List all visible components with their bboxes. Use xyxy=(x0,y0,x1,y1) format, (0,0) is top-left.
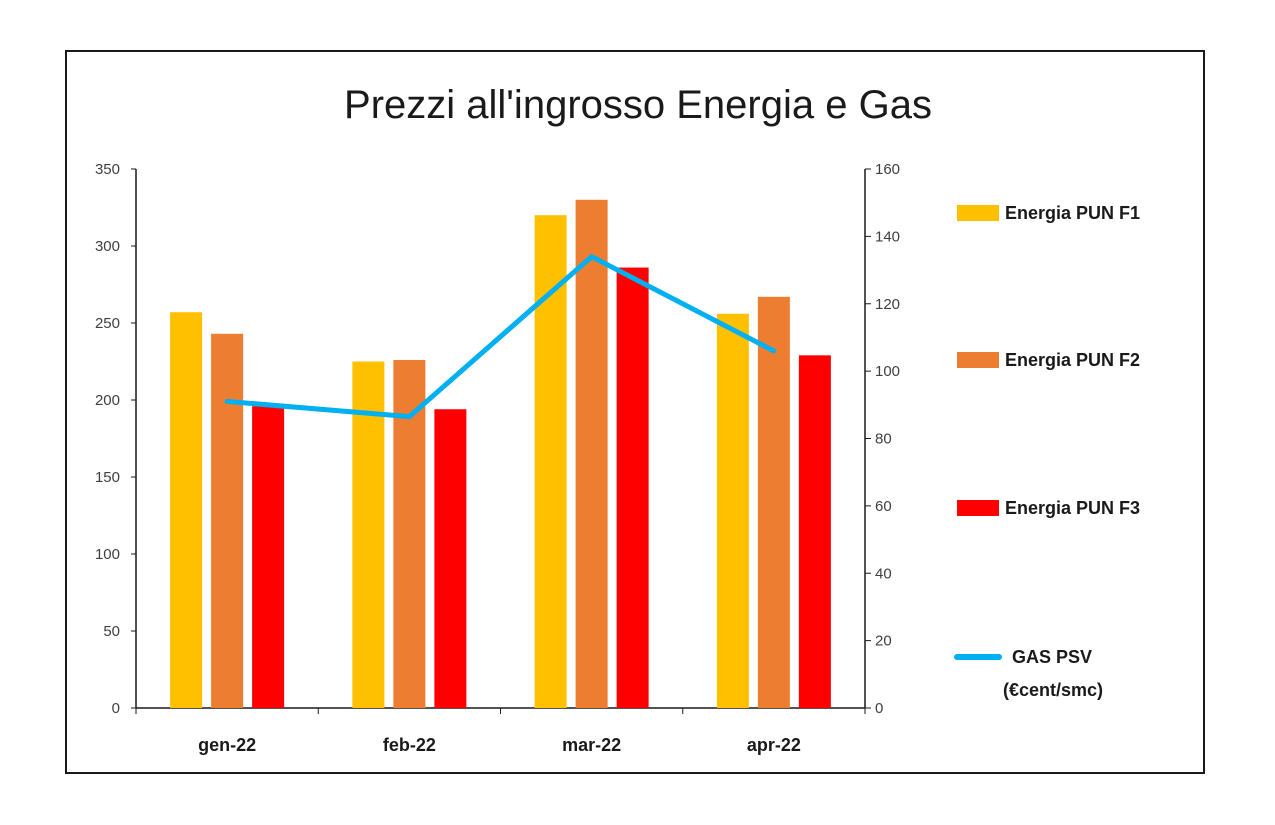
y-right-tick-label: 40 xyxy=(875,565,892,582)
y-left-tick-label: 50 xyxy=(103,623,120,640)
y-right-tick-label: 160 xyxy=(875,161,900,178)
bar xyxy=(252,406,285,708)
y-left-tick-label: 150 xyxy=(95,469,120,486)
bar xyxy=(352,361,385,708)
bar xyxy=(170,312,203,708)
y-right-tick-label: 20 xyxy=(875,633,892,650)
y-right-tick-label: 140 xyxy=(875,228,900,245)
y-left-tick-label: 300 xyxy=(95,238,120,255)
gas-line xyxy=(224,254,777,420)
legend-label: GAS PSV xyxy=(1012,647,1092,667)
bar xyxy=(393,359,426,708)
legend-label: Energia PUN F3 xyxy=(1005,498,1140,518)
y-right-tick-label: 60 xyxy=(875,498,892,515)
y-right-tick-label: 100 xyxy=(875,363,900,380)
y-left-tick-label: 100 xyxy=(95,546,120,563)
bars xyxy=(170,199,831,709)
legend: Energia PUN F1 Energia PUN F2 Energia PUN … xyxy=(954,203,1140,700)
bar xyxy=(716,313,749,708)
axes: 0 50 100 150 200 250 300 350 0 20 40 60 80 100 120 140 1… xyxy=(95,161,900,755)
legend-swatch xyxy=(957,500,999,516)
bar xyxy=(434,409,467,708)
bar xyxy=(757,296,790,708)
legend-label: Energia PUN F1 xyxy=(1005,203,1140,223)
x-tick-label: apr-22 xyxy=(747,735,801,755)
bar xyxy=(575,199,608,709)
y-right-tick-label: 120 xyxy=(875,296,900,313)
bar xyxy=(616,267,649,708)
legend-label: Energia PUN F2 xyxy=(1005,350,1140,370)
y-left-tick-label: 0 xyxy=(112,700,120,717)
legend-swatch xyxy=(957,352,999,368)
y-left-tick-label: 200 xyxy=(95,392,120,409)
x-tick-label: feb-22 xyxy=(383,735,436,755)
gas-psv-line xyxy=(224,254,777,420)
bar xyxy=(211,333,244,708)
chart-title: Prezzi all'ingrosso Energia e Gas xyxy=(344,83,932,127)
bar xyxy=(798,355,831,708)
y-right-tick-label: 80 xyxy=(875,431,892,448)
x-tick-label: mar-22 xyxy=(562,735,621,755)
x-tick-label: gen-22 xyxy=(198,735,256,755)
legend-label-unit: (€cent/smc) xyxy=(1003,680,1103,700)
bar xyxy=(534,215,567,708)
legend-swatch xyxy=(957,205,999,221)
y-left-tick-label: 350 xyxy=(95,161,120,178)
y-left-tick-label: 250 xyxy=(95,315,120,332)
y-right-tick-label: 0 xyxy=(875,700,883,717)
